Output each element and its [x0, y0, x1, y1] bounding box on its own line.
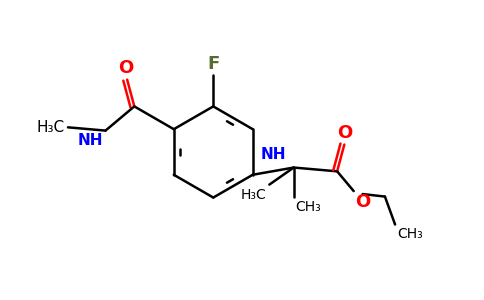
- Text: NH: NH: [78, 133, 104, 148]
- Text: CH₃: CH₃: [397, 227, 423, 242]
- Text: CH₃: CH₃: [296, 200, 321, 214]
- Text: NH: NH: [260, 147, 286, 162]
- Text: O: O: [119, 58, 134, 76]
- Text: O: O: [337, 124, 352, 142]
- Text: O: O: [355, 193, 370, 211]
- Text: H₃C: H₃C: [241, 188, 266, 202]
- Text: F: F: [207, 55, 219, 73]
- Text: H₃C: H₃C: [37, 120, 65, 135]
